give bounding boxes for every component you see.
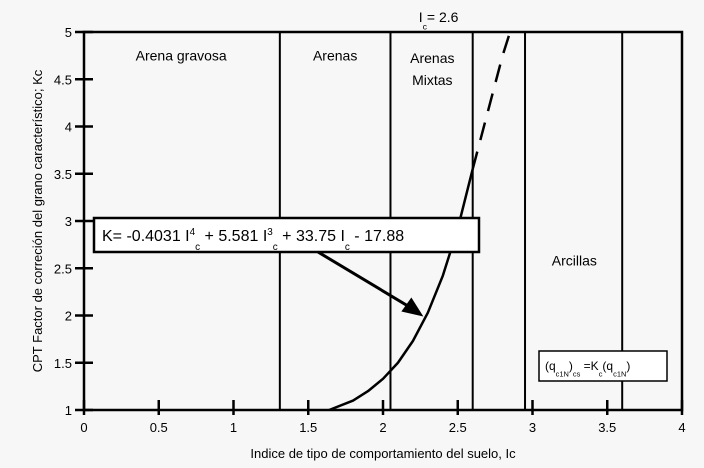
x-tick-label: 0.5 bbox=[150, 420, 168, 435]
y-tick-label: 3 bbox=[65, 214, 72, 229]
y-tick-label: 1.5 bbox=[54, 356, 72, 371]
zone-label-line: Arenas bbox=[313, 47, 357, 63]
zone-label: Arenas bbox=[313, 47, 357, 63]
zone-label: Arena gravosa bbox=[136, 47, 227, 63]
text-span: 3 bbox=[267, 227, 273, 238]
text-span: - 17.88 bbox=[350, 228, 404, 245]
ic-marker-label: Ic= 2.6 bbox=[419, 9, 459, 32]
equation-arrow bbox=[317, 250, 417, 312]
arrow-head bbox=[401, 297, 424, 317]
text-span: (q bbox=[602, 359, 613, 373]
text-span: ) bbox=[569, 359, 573, 373]
y-axis-title: CPT Factor de correción del grano caract… bbox=[30, 69, 45, 372]
text-span: c bbox=[195, 242, 200, 253]
y-tick-label: 2 bbox=[65, 309, 72, 324]
zone-label-line: Arena gravosa bbox=[136, 47, 227, 63]
text-span: ) bbox=[626, 359, 630, 373]
x-tick-label: 3.5 bbox=[598, 420, 616, 435]
x-tick-label: 2.5 bbox=[449, 420, 467, 435]
text-span: (q bbox=[545, 359, 556, 373]
y-tick-label: 5 bbox=[65, 25, 72, 40]
text-span: c1N bbox=[613, 370, 626, 379]
x-tick-label: 4 bbox=[678, 420, 685, 435]
x-tick-label: 3 bbox=[529, 420, 536, 435]
x-tick-label: 1.5 bbox=[299, 420, 317, 435]
zone-label-line: Mixtas bbox=[412, 72, 452, 88]
zone-label: Arenas Mixtas bbox=[410, 50, 454, 88]
text-span: cs bbox=[573, 370, 581, 379]
formula-box bbox=[538, 350, 668, 382]
y-tick-label: 4 bbox=[65, 120, 72, 135]
x-tick-label: 0 bbox=[80, 420, 87, 435]
text-span: = 2.6 bbox=[427, 9, 459, 25]
text-span: K= -0.4031 I bbox=[102, 228, 190, 245]
zone-label: Arcillas bbox=[552, 252, 597, 268]
text-span: c bbox=[599, 370, 603, 379]
plot-area: 0 0.5 1 1.5 2 2.5 3 3.5 4 1 1.5 2 2.5 3 3.5 4 4.5 5 Indice… bbox=[30, 9, 686, 461]
text-span: I bbox=[419, 9, 423, 25]
equation-box bbox=[92, 216, 481, 254]
text-span: 4 bbox=[190, 227, 196, 238]
x-tick-label: 2 bbox=[379, 420, 386, 435]
equation-text: K= -0.4031 I4c + 5.581 I3c + 33.75 Ic - … bbox=[102, 227, 404, 253]
text-span: c bbox=[345, 242, 350, 253]
zone-label-line: Arcillas bbox=[552, 252, 597, 268]
text-span: + 5.581 I bbox=[200, 228, 267, 245]
y-tick-label: 1 bbox=[65, 403, 72, 418]
text-span: + 33.75 I bbox=[278, 228, 345, 245]
text-span: c bbox=[423, 22, 428, 32]
x-axis-title: Indice de tipo de comportamiento del sue… bbox=[250, 446, 516, 461]
zone-label-line: Arenas bbox=[410, 50, 454, 66]
text-span: c bbox=[273, 242, 278, 253]
x-tick-label: 1 bbox=[230, 420, 237, 435]
y-tick-label: 3.5 bbox=[54, 167, 72, 182]
text-span: c1N bbox=[556, 370, 569, 379]
y-tick-label: 4.5 bbox=[54, 72, 72, 87]
formula-text: (qc1N)cs =Kc(qc1N) bbox=[545, 359, 630, 379]
text-span: =K bbox=[580, 359, 598, 373]
kc-curve-extrapolated bbox=[471, 31, 512, 170]
y-tick-label: 2.5 bbox=[54, 261, 72, 276]
